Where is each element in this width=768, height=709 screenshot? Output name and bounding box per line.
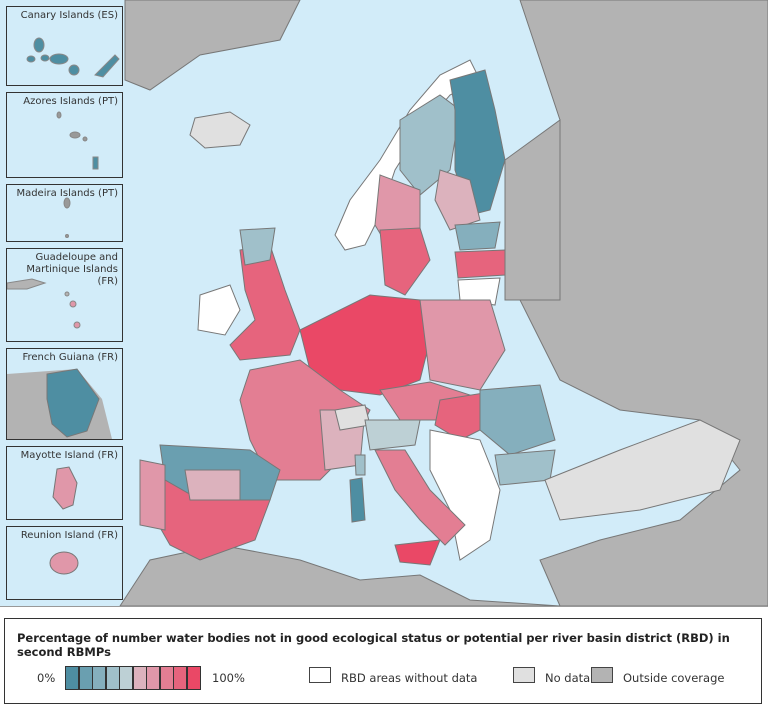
rbd-sicily xyxy=(394,539,441,566)
rbd-romania xyxy=(479,384,556,456)
rbd-latvia xyxy=(454,249,506,279)
rbd-sweden-south xyxy=(379,227,431,296)
azores-islands-shapes xyxy=(56,111,99,170)
legend-min-label: 0% xyxy=(37,671,56,685)
land-outside-east xyxy=(509,0,768,606)
scale-step xyxy=(186,666,201,690)
rbd-italy-north xyxy=(364,419,421,451)
rbd-scotland xyxy=(239,227,276,266)
rbd-italy xyxy=(374,449,466,546)
french-guiana-shapes xyxy=(7,349,122,439)
inset-label: Azores Islands (PT) xyxy=(23,96,118,107)
greenland xyxy=(124,0,301,91)
rbd-corsica xyxy=(354,454,366,476)
rbd-uk xyxy=(229,244,301,361)
rbd-sweden-north xyxy=(399,94,461,196)
inset-guadeloupe-martinique: Guadeloupe and Martinique Islands (FR) xyxy=(6,248,123,342)
inset-azores-islands: Azores Islands (PT) xyxy=(6,92,123,178)
scale-step xyxy=(105,666,120,690)
rbd-portugal xyxy=(139,459,166,531)
inset-label: Mayotte Island (FR) xyxy=(20,450,118,461)
land-russia xyxy=(504,119,561,301)
turkey-nodata xyxy=(544,419,741,521)
legend-no-data-label: No data xyxy=(545,671,591,685)
inset-reunion-island: Reunion Island (FR) xyxy=(6,526,123,600)
inset-label: Canary Islands (ES) xyxy=(20,10,118,21)
mayotte-island-shapes xyxy=(52,466,78,510)
inset-french-guiana: French Guiana (FR) xyxy=(6,348,123,440)
europe-map[interactable] xyxy=(0,0,768,606)
balkans-without-data xyxy=(429,429,501,561)
guadeloupe-martinique-shapes xyxy=(7,278,81,329)
swatch-no-data xyxy=(513,667,535,683)
scale-step xyxy=(92,666,106,690)
scale-step xyxy=(159,666,174,690)
land-outside-africa xyxy=(119,544,561,606)
inset-label: Madeira Islands (PT) xyxy=(16,188,118,199)
inset-mayotte-island: Mayotte Island (FR) xyxy=(6,446,123,520)
legend-title: Percentage of number water bodies not in… xyxy=(17,631,730,659)
rbd-spain-mid xyxy=(184,469,241,501)
scale-step xyxy=(146,666,160,690)
ireland-without-data xyxy=(197,284,241,336)
reunion-island-shapes xyxy=(49,551,79,575)
swatch-outside-coverage xyxy=(591,667,613,683)
scale-step xyxy=(78,666,93,690)
iceland-nodata xyxy=(189,111,251,149)
rbd-lithuania xyxy=(457,277,501,306)
scale-step xyxy=(119,666,133,690)
legend-outside-label: Outside coverage xyxy=(623,671,725,685)
legend-without-data-label: RBD areas without data xyxy=(341,671,478,685)
scale-step xyxy=(173,666,187,690)
rbd-sardinia xyxy=(349,477,366,523)
madeira-islands-shapes xyxy=(63,197,71,238)
switzerland-nodata xyxy=(334,404,371,431)
inset-canary-islands: Canary Islands (ES) xyxy=(6,6,123,86)
inset-label: French Guiana (FR) xyxy=(22,352,118,363)
canary-islands-shapes xyxy=(26,37,120,78)
legend: Percentage of number water bodies not in… xyxy=(4,618,762,704)
scale-step xyxy=(132,666,147,690)
swatch-without-data xyxy=(309,667,331,683)
inset-madeira-islands: Madeira Islands (PT) xyxy=(6,184,123,242)
rbd-estonia xyxy=(454,221,501,251)
inset-label: Guadeloupe and Martinique Islands (FR) xyxy=(26,252,118,287)
map[interactable]: Canary Islands (ES) Azores Islands (PT) … xyxy=(0,0,768,607)
inset-label: Reunion Island (FR) xyxy=(20,530,118,541)
rbd-poland xyxy=(419,299,506,391)
scale-step xyxy=(65,666,79,690)
legend-max-label: 100% xyxy=(212,671,245,685)
